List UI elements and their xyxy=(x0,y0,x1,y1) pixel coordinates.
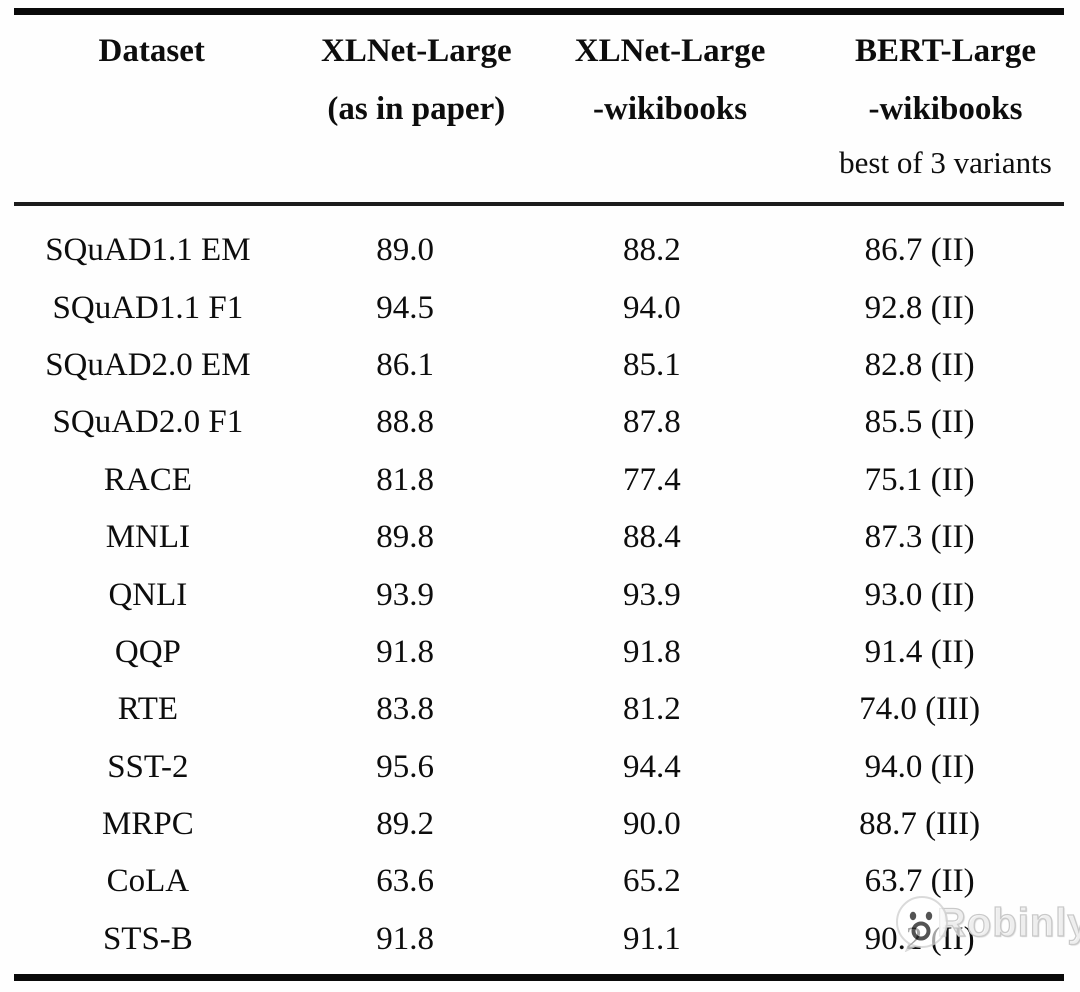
column-header-label: XLNet-Large xyxy=(574,33,766,69)
table-header-divider-rule xyxy=(14,202,1064,206)
cell-bert-wikibooks: 93.0 (II) xyxy=(864,576,975,613)
table-row: RTE 83.8 81.2 74.0 (III) xyxy=(14,681,1064,738)
cell-bert-wikibooks: 91.4 (II) xyxy=(864,633,975,670)
cell-dataset: RTE xyxy=(117,691,179,728)
cell-xlnet-paper: 93.9 xyxy=(376,576,434,613)
cell-xlnet-wikibooks: 65.2 xyxy=(623,863,681,900)
column-header-note: best of 3 variants xyxy=(839,145,1052,180)
cell-xlnet-wikibooks: 88.4 xyxy=(623,519,681,556)
column-header-label: XLNet-Large xyxy=(320,33,512,69)
cell-xlnet-wikibooks: 91.1 xyxy=(623,920,681,957)
table-row: SQuAD1.1 EM 89.0 88.2 86.7 (II) xyxy=(14,222,1064,279)
column-header-sublabel: -wikibooks xyxy=(868,91,1023,127)
cell-bert-wikibooks: 85.5 (II) xyxy=(864,404,975,441)
table-row: RACE 81.8 77.4 75.1 (II) xyxy=(14,452,1064,509)
cell-xlnet-wikibooks: 94.4 xyxy=(623,748,681,785)
cell-bert-wikibooks: 88.7 (III) xyxy=(859,806,981,843)
table-row: SQuAD2.0 F1 88.8 87.8 85.5 (II) xyxy=(14,394,1064,451)
column-header-xlnet-paper: XLNet-Large (as in paper) xyxy=(289,22,543,188)
table-row: MRPC 89.2 90.0 88.7 (III) xyxy=(14,796,1064,853)
table-row: MNLI 89.8 88.4 87.3 (II) xyxy=(14,509,1064,566)
cell-xlnet-paper: 91.8 xyxy=(376,920,434,957)
cell-dataset: MNLI xyxy=(105,519,191,556)
column-header-xlnet-wikibooks: XLNet-Large -wikibooks xyxy=(543,22,797,188)
cell-xlnet-paper: 89.2 xyxy=(376,806,434,843)
cell-xlnet-paper: 83.8 xyxy=(376,691,434,728)
table-row: SQuAD2.0 EM 86.1 85.1 82.8 (II) xyxy=(14,337,1064,394)
table-row: QNLI 93.9 93.9 93.0 (II) xyxy=(14,566,1064,623)
table-body: SQuAD1.1 EM 89.0 88.2 86.7 (II) SQuAD1.1… xyxy=(14,222,1064,968)
table-row: QQP 91.8 91.8 91.4 (II) xyxy=(14,624,1064,681)
cell-xlnet-paper: 94.5 xyxy=(376,289,434,326)
cell-dataset: SQuAD1.1 EM xyxy=(45,232,251,269)
column-header-sublabel: -wikibooks xyxy=(593,91,748,127)
cell-bert-wikibooks: 63.7 (II) xyxy=(864,863,975,900)
cell-dataset: MRPC xyxy=(102,806,194,843)
cell-bert-wikibooks: 75.1 (II) xyxy=(864,461,975,498)
cell-xlnet-paper: 95.6 xyxy=(376,748,434,785)
cell-xlnet-wikibooks: 90.0 xyxy=(623,806,681,843)
cell-bert-wikibooks: 86.7 (II) xyxy=(864,232,975,269)
table-header-row: Dataset XLNet-Large (as in paper) XLNet-… xyxy=(14,22,1080,188)
cell-xlnet-wikibooks: 93.9 xyxy=(623,576,681,613)
cell-xlnet-paper: 88.8 xyxy=(376,404,434,441)
cell-dataset: STS-B xyxy=(102,920,193,957)
table-row: CoLA 63.6 65.2 63.7 (II) xyxy=(14,853,1064,910)
cell-xlnet-wikibooks: 91.8 xyxy=(623,633,681,670)
cell-xlnet-wikibooks: 94.0 xyxy=(623,289,681,326)
cell-xlnet-paper: 81.8 xyxy=(376,461,434,498)
cell-xlnet-paper: 89.8 xyxy=(376,519,434,556)
cell-dataset: SQuAD1.1 F1 xyxy=(52,289,244,326)
cell-xlnet-wikibooks: 87.8 xyxy=(623,404,681,441)
cell-xlnet-paper: 91.8 xyxy=(376,633,434,670)
cell-dataset: CoLA xyxy=(106,863,190,900)
cell-bert-wikibooks: 87.3 (II) xyxy=(864,519,975,556)
cell-xlnet-wikibooks: 81.2 xyxy=(623,691,681,728)
cell-xlnet-wikibooks: 88.2 xyxy=(623,232,681,269)
cell-xlnet-paper: 89.0 xyxy=(376,232,434,269)
column-header-dataset: Dataset xyxy=(14,22,289,188)
cell-dataset: RACE xyxy=(103,461,192,498)
column-header-label: BERT-Large xyxy=(855,33,1036,69)
column-header-label: Dataset xyxy=(98,33,205,69)
cell-bert-wikibooks: 92.8 (II) xyxy=(864,289,975,326)
table-row: SST-2 95.6 94.4 94.0 (II) xyxy=(14,739,1064,796)
table-row: STS-B 91.8 91.1 90.2 (II) xyxy=(14,911,1064,968)
cell-xlnet-wikibooks: 85.1 xyxy=(623,346,681,383)
cell-xlnet-paper: 63.6 xyxy=(376,863,434,900)
cell-dataset: SST-2 xyxy=(107,748,189,785)
table-top-rule xyxy=(14,8,1064,15)
cell-bert-wikibooks: 94.0 (II) xyxy=(864,748,975,785)
cell-bert-wikibooks: 82.8 (II) xyxy=(864,346,975,383)
cell-xlnet-wikibooks: 77.4 xyxy=(623,461,681,498)
cell-dataset: SQuAD2.0 EM xyxy=(45,346,251,383)
column-header-bert-wikibooks: BERT-Large -wikibooks best of 3 variants xyxy=(797,22,1080,188)
cell-bert-wikibooks: 90.2 (II) xyxy=(864,920,975,957)
cell-dataset: QQP xyxy=(114,633,181,670)
cell-dataset: SQuAD2.0 F1 xyxy=(52,404,244,441)
table-bottom-rule xyxy=(14,974,1064,981)
cell-bert-wikibooks: 74.0 (III) xyxy=(859,691,981,728)
cell-dataset: QNLI xyxy=(108,576,188,613)
column-header-sublabel: (as in paper) xyxy=(327,91,506,127)
cell-xlnet-paper: 86.1 xyxy=(376,346,434,383)
table-row: SQuAD1.1 F1 94.5 94.0 92.8 (II) xyxy=(14,279,1064,336)
